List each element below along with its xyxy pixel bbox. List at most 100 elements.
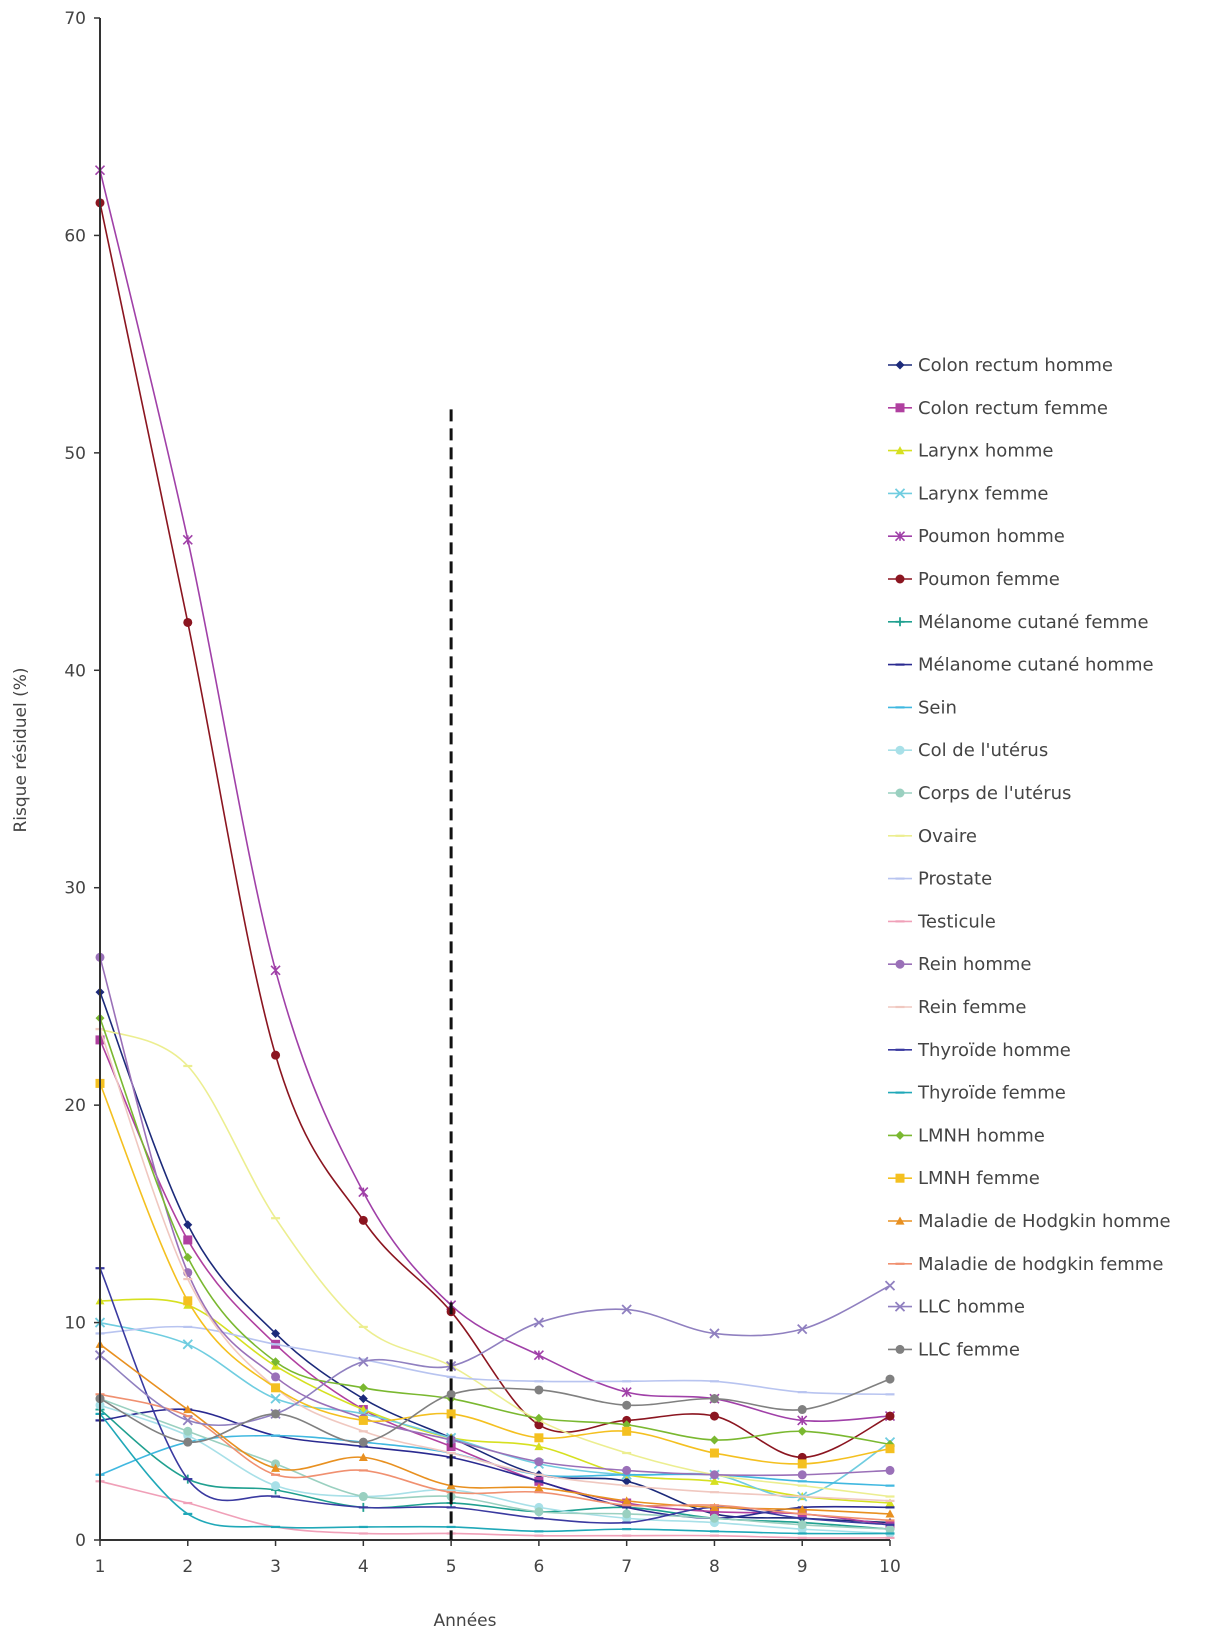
- legend-marker: [895, 959, 905, 969]
- legend-label: Testicule: [917, 911, 996, 932]
- data-point-colon-rectum-homme: [183, 1220, 193, 1230]
- data-point-llc-femme: [271, 1409, 281, 1419]
- series-poumon-homme: [94, 165, 896, 1426]
- data-point-corps-de-l-uterus: [885, 1524, 895, 1534]
- data-point-llc-femme: [885, 1374, 895, 1384]
- legend-item-sein: Sein: [888, 697, 957, 718]
- x-tick-label: 4: [358, 1557, 369, 1577]
- legend-item-llc-homme: LLC homme: [888, 1297, 1025, 1318]
- axes: 0 10 20 30 40 50 60 70 1 2 3 4 5 6 7 8 9 10: [64, 9, 900, 1577]
- series-line-prostate: [99, 1325, 891, 1396]
- legend-label: Ovaire: [918, 826, 977, 847]
- data-point-corps-de-l-uterus: [709, 1513, 719, 1523]
- data-point-lmnh-femme: [358, 1415, 368, 1425]
- data-point-lmnh-homme: [271, 1357, 281, 1367]
- y-tick-label: 30: [64, 879, 86, 899]
- series-line-col-de-l-uterus: [99, 1404, 891, 1535]
- legend-item-larynx-homme: Larynx homme: [888, 441, 1053, 462]
- data-point-corps-de-l-uterus: [358, 1492, 368, 1502]
- data-point-llc-homme: [709, 1328, 720, 1339]
- data-point-rein-homme: [534, 1457, 544, 1467]
- x-tick-label: 3: [270, 1557, 281, 1577]
- legend-label: Prostate: [918, 869, 992, 890]
- x-tick-label: 5: [446, 1557, 457, 1577]
- data-point-colon-rectum-femme: [709, 1507, 719, 1517]
- legend-label: Poumon homme: [918, 526, 1065, 547]
- series-line-ovaire: [99, 1028, 891, 1498]
- series-lmnh-femme: [95, 1078, 895, 1469]
- legend-item-rein-homme: Rein homme: [888, 954, 1031, 975]
- legend-item-lmnh-femme: LMNH femme: [888, 1168, 1040, 1189]
- x-tick-label: 6: [533, 1557, 544, 1577]
- data-point-rein-homme: [885, 1465, 895, 1475]
- series-line-maladie-de-hodgkin-homme: [99, 1343, 891, 1515]
- data-point-lmnh-femme: [885, 1444, 895, 1454]
- data-point-maladie-de-hodgkin-homme: [534, 1483, 544, 1492]
- data-point-colon-rectum-homme: [271, 1328, 281, 1338]
- legend-item-rein-femme: Rein femme: [888, 997, 1026, 1018]
- data-point-larynx-homme: [534, 1442, 544, 1451]
- legend-item-prostate: Prostate: [888, 869, 992, 890]
- legend-marker: [895, 788, 905, 798]
- series-thyroide-femme: [95, 1412, 895, 1535]
- data-point-larynx-homme: [885, 1498, 895, 1507]
- legend-item-ovaire: Ovaire: [888, 826, 977, 847]
- data-point-rein-homme: [622, 1465, 632, 1475]
- data-point-lmnh-homme: [534, 1413, 544, 1423]
- data-point-corps-de-l-uterus: [183, 1426, 193, 1436]
- y-tick-label: 50: [64, 444, 86, 464]
- legend-label: Thyroïde femme: [917, 1083, 1066, 1104]
- x-tick-label: 9: [797, 1557, 808, 1577]
- data-point-lmnh-femme: [534, 1433, 544, 1443]
- data-point-lmnh-homme: [358, 1383, 368, 1393]
- legend-marker: [895, 1173, 905, 1183]
- legend-label: Poumon femme: [918, 569, 1060, 590]
- data-point-corps-de-l-uterus: [622, 1509, 632, 1519]
- legend-marker: [895, 574, 905, 584]
- y-tick-label: 10: [64, 1314, 86, 1334]
- data-point-lmnh-femme: [183, 1296, 193, 1306]
- series-line-llc-homme: [99, 1284, 891, 1426]
- y-tick-label: 40: [64, 661, 86, 681]
- series-colon-rectum-femme: [95, 1035, 895, 1530]
- series-line-poumon-femme: [99, 202, 891, 1459]
- legend-marker: [895, 1216, 905, 1225]
- data-point-poumon-homme: [621, 1387, 632, 1398]
- legend-item-llc-femme: LLC femme: [888, 1339, 1020, 1360]
- series-poumon-femme: [95, 198, 895, 1462]
- legend-marker: [894, 531, 906, 542]
- data-point-maladie-de-hodgkin-homme: [885, 1509, 895, 1518]
- legend-item-larynx-femme: Larynx femme: [888, 483, 1048, 504]
- series-line-testicule: [99, 1480, 891, 1539]
- legend-item-maladie-de-hodgkin-femme: Maladie de hodgkin femme: [888, 1254, 1163, 1275]
- y-tick-label: 60: [64, 226, 86, 246]
- legend-item-maladie-de-hodgkin-homme: Maladie de Hodgkin homme: [888, 1211, 1171, 1232]
- y-tick-label: 70: [64, 9, 86, 29]
- legend-marker: [895, 1130, 905, 1140]
- series-line-thyroide-femme: [99, 1413, 891, 1535]
- legend-marker: [894, 1301, 906, 1312]
- series-group: [94, 165, 896, 1539]
- data-point-llc-homme: [182, 1415, 193, 1426]
- data-point-rein-homme: [797, 1470, 807, 1480]
- data-point-larynx-femme: [182, 1339, 193, 1350]
- legend-label: Sein: [918, 697, 957, 718]
- data-point-poumon-femme: [885, 1411, 895, 1421]
- data-point-poumon-homme: [358, 1187, 369, 1198]
- series-line-poumon-homme: [99, 170, 891, 1422]
- series-maladie-de-hodgkin-homme: [95, 1339, 895, 1518]
- legend-marker: [895, 360, 905, 370]
- data-point-lmnh-femme: [271, 1383, 281, 1393]
- legend-item-poumon-homme: Poumon homme: [888, 526, 1065, 547]
- data-point-corps-de-l-uterus: [797, 1520, 807, 1530]
- legend-label: Colon rectum femme: [918, 398, 1108, 419]
- series-line-colon-rectum-femme: [99, 1039, 891, 1526]
- data-point-poumon-homme: [270, 965, 281, 976]
- legend-item-colon-rectum-homme: Colon rectum homme: [888, 355, 1113, 376]
- data-point-poumon-femme: [709, 1411, 719, 1421]
- legend-label: Col de l'utérus: [918, 740, 1048, 761]
- data-point-larynx-femme: [270, 1393, 281, 1404]
- data-point-colon-rectum-homme: [358, 1394, 368, 1404]
- legend-label: LMNH homme: [918, 1125, 1045, 1146]
